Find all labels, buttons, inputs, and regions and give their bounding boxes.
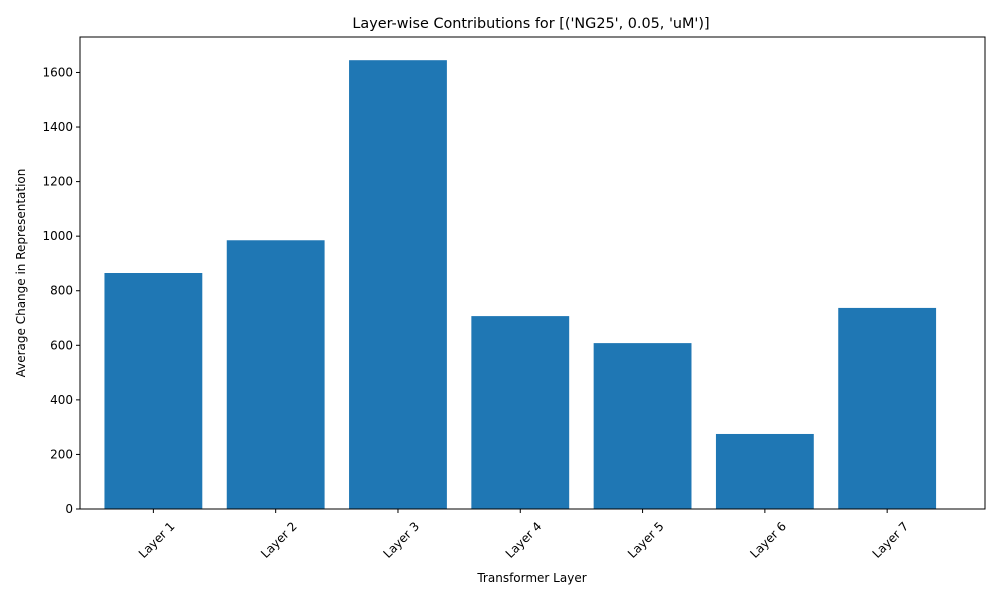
y-tick-label: 200 bbox=[50, 447, 73, 461]
x-tick-label: Layer 5 bbox=[625, 519, 667, 561]
plot-frame bbox=[79, 36, 986, 510]
y-tick-label: 1200 bbox=[42, 175, 73, 189]
y-axis-label: Average Change in Representation bbox=[14, 169, 28, 378]
y-tick-label: 1000 bbox=[42, 229, 73, 243]
y-tick-label: 1400 bbox=[42, 120, 73, 134]
y-tick-label: 400 bbox=[50, 393, 73, 407]
bars-group bbox=[104, 60, 937, 510]
x-tick-label: Layer 2 bbox=[258, 519, 300, 561]
chart-title: Layer-wise Contributions for [('NG25', 0… bbox=[352, 16, 709, 32]
x-axis: Layer 1 Layer 2 Layer 3 Layer 4 Layer 5 Layer… bbox=[136, 509, 911, 561]
x-tick-label: Layer 6 bbox=[747, 519, 789, 561]
bar-layer-7 bbox=[838, 307, 937, 509]
x-tick-label: Layer 7 bbox=[870, 519, 912, 561]
y-tick-label: 1600 bbox=[42, 65, 73, 79]
bar-layer-2 bbox=[226, 240, 325, 509]
x-tick-label: Layer 4 bbox=[503, 519, 545, 561]
bar-layer-5 bbox=[593, 343, 692, 509]
bar-layer-1 bbox=[104, 273, 203, 509]
y-tick-label: 800 bbox=[50, 284, 73, 298]
x-tick-label: Layer 1 bbox=[136, 519, 178, 561]
bar-layer-3 bbox=[349, 60, 447, 510]
x-axis-label: Transformer Layer bbox=[476, 571, 586, 585]
y-axis: 0 200 400 600 800 1000 1200 1400 1600 bbox=[42, 65, 80, 516]
y-tick-label: 0 bbox=[65, 502, 73, 516]
x-tick-label: Layer 3 bbox=[380, 519, 422, 561]
bar-layer-6 bbox=[715, 433, 814, 509]
bar-layer-4 bbox=[471, 316, 570, 509]
y-tick-label: 600 bbox=[50, 338, 73, 352]
